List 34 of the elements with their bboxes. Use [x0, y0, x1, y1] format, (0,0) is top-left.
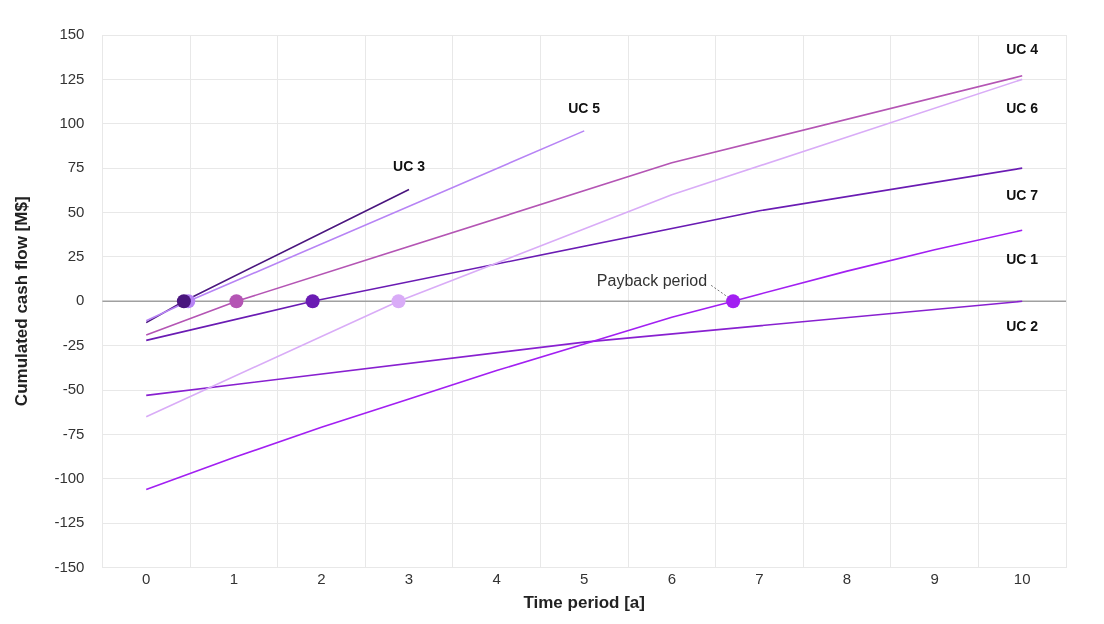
x-tick-label: 4 [492, 569, 501, 587]
y-tick-label: -100 [54, 468, 85, 486]
y-tick-label: 0 [76, 291, 85, 309]
series-label: UC 7 [1006, 187, 1039, 204]
x-tick-label: 6 [667, 569, 676, 587]
series-label: UC 1 [1006, 251, 1039, 268]
x-tick-label: 3 [404, 569, 414, 587]
x-tick-label: 2 [317, 569, 326, 587]
x-tick-label: 10 [1013, 569, 1031, 587]
y-axis-title: Cumulated cash flow [M$] [11, 196, 31, 407]
annotation: Payback period [596, 271, 708, 289]
y-tick-label: -150 [54, 557, 85, 575]
y-tick-label: 50 [67, 202, 85, 220]
y-tick-label: -125 [54, 513, 85, 531]
x-tick-label: 7 [755, 569, 764, 587]
series-label: UC 2 [1006, 318, 1039, 335]
y-tick-label: 75 [67, 158, 85, 176]
series-label: UC 4 [1006, 40, 1039, 57]
y-tick-label: -25 [62, 335, 85, 353]
y-tick-label: -75 [62, 424, 85, 442]
y-tick-label: 25 [67, 247, 85, 265]
x-tick-label: 0 [142, 569, 151, 587]
x-tick-label: 9 [930, 569, 939, 587]
x-tick-label: 8 [842, 569, 852, 587]
x-tick-label: 1 [229, 569, 238, 587]
y-tick-label: 150 [59, 25, 85, 43]
series-label: UC 3 [393, 158, 426, 175]
series-label: UC 6 [1006, 100, 1039, 117]
y-tick-label: 100 [59, 113, 85, 131]
x-axis-title: Time period [a] [523, 593, 645, 613]
series-label: UC 5 [568, 99, 601, 116]
y-tick-label: 125 [59, 69, 85, 87]
x-tick-label: 5 [580, 569, 589, 587]
y-tick-label: -50 [62, 380, 85, 398]
